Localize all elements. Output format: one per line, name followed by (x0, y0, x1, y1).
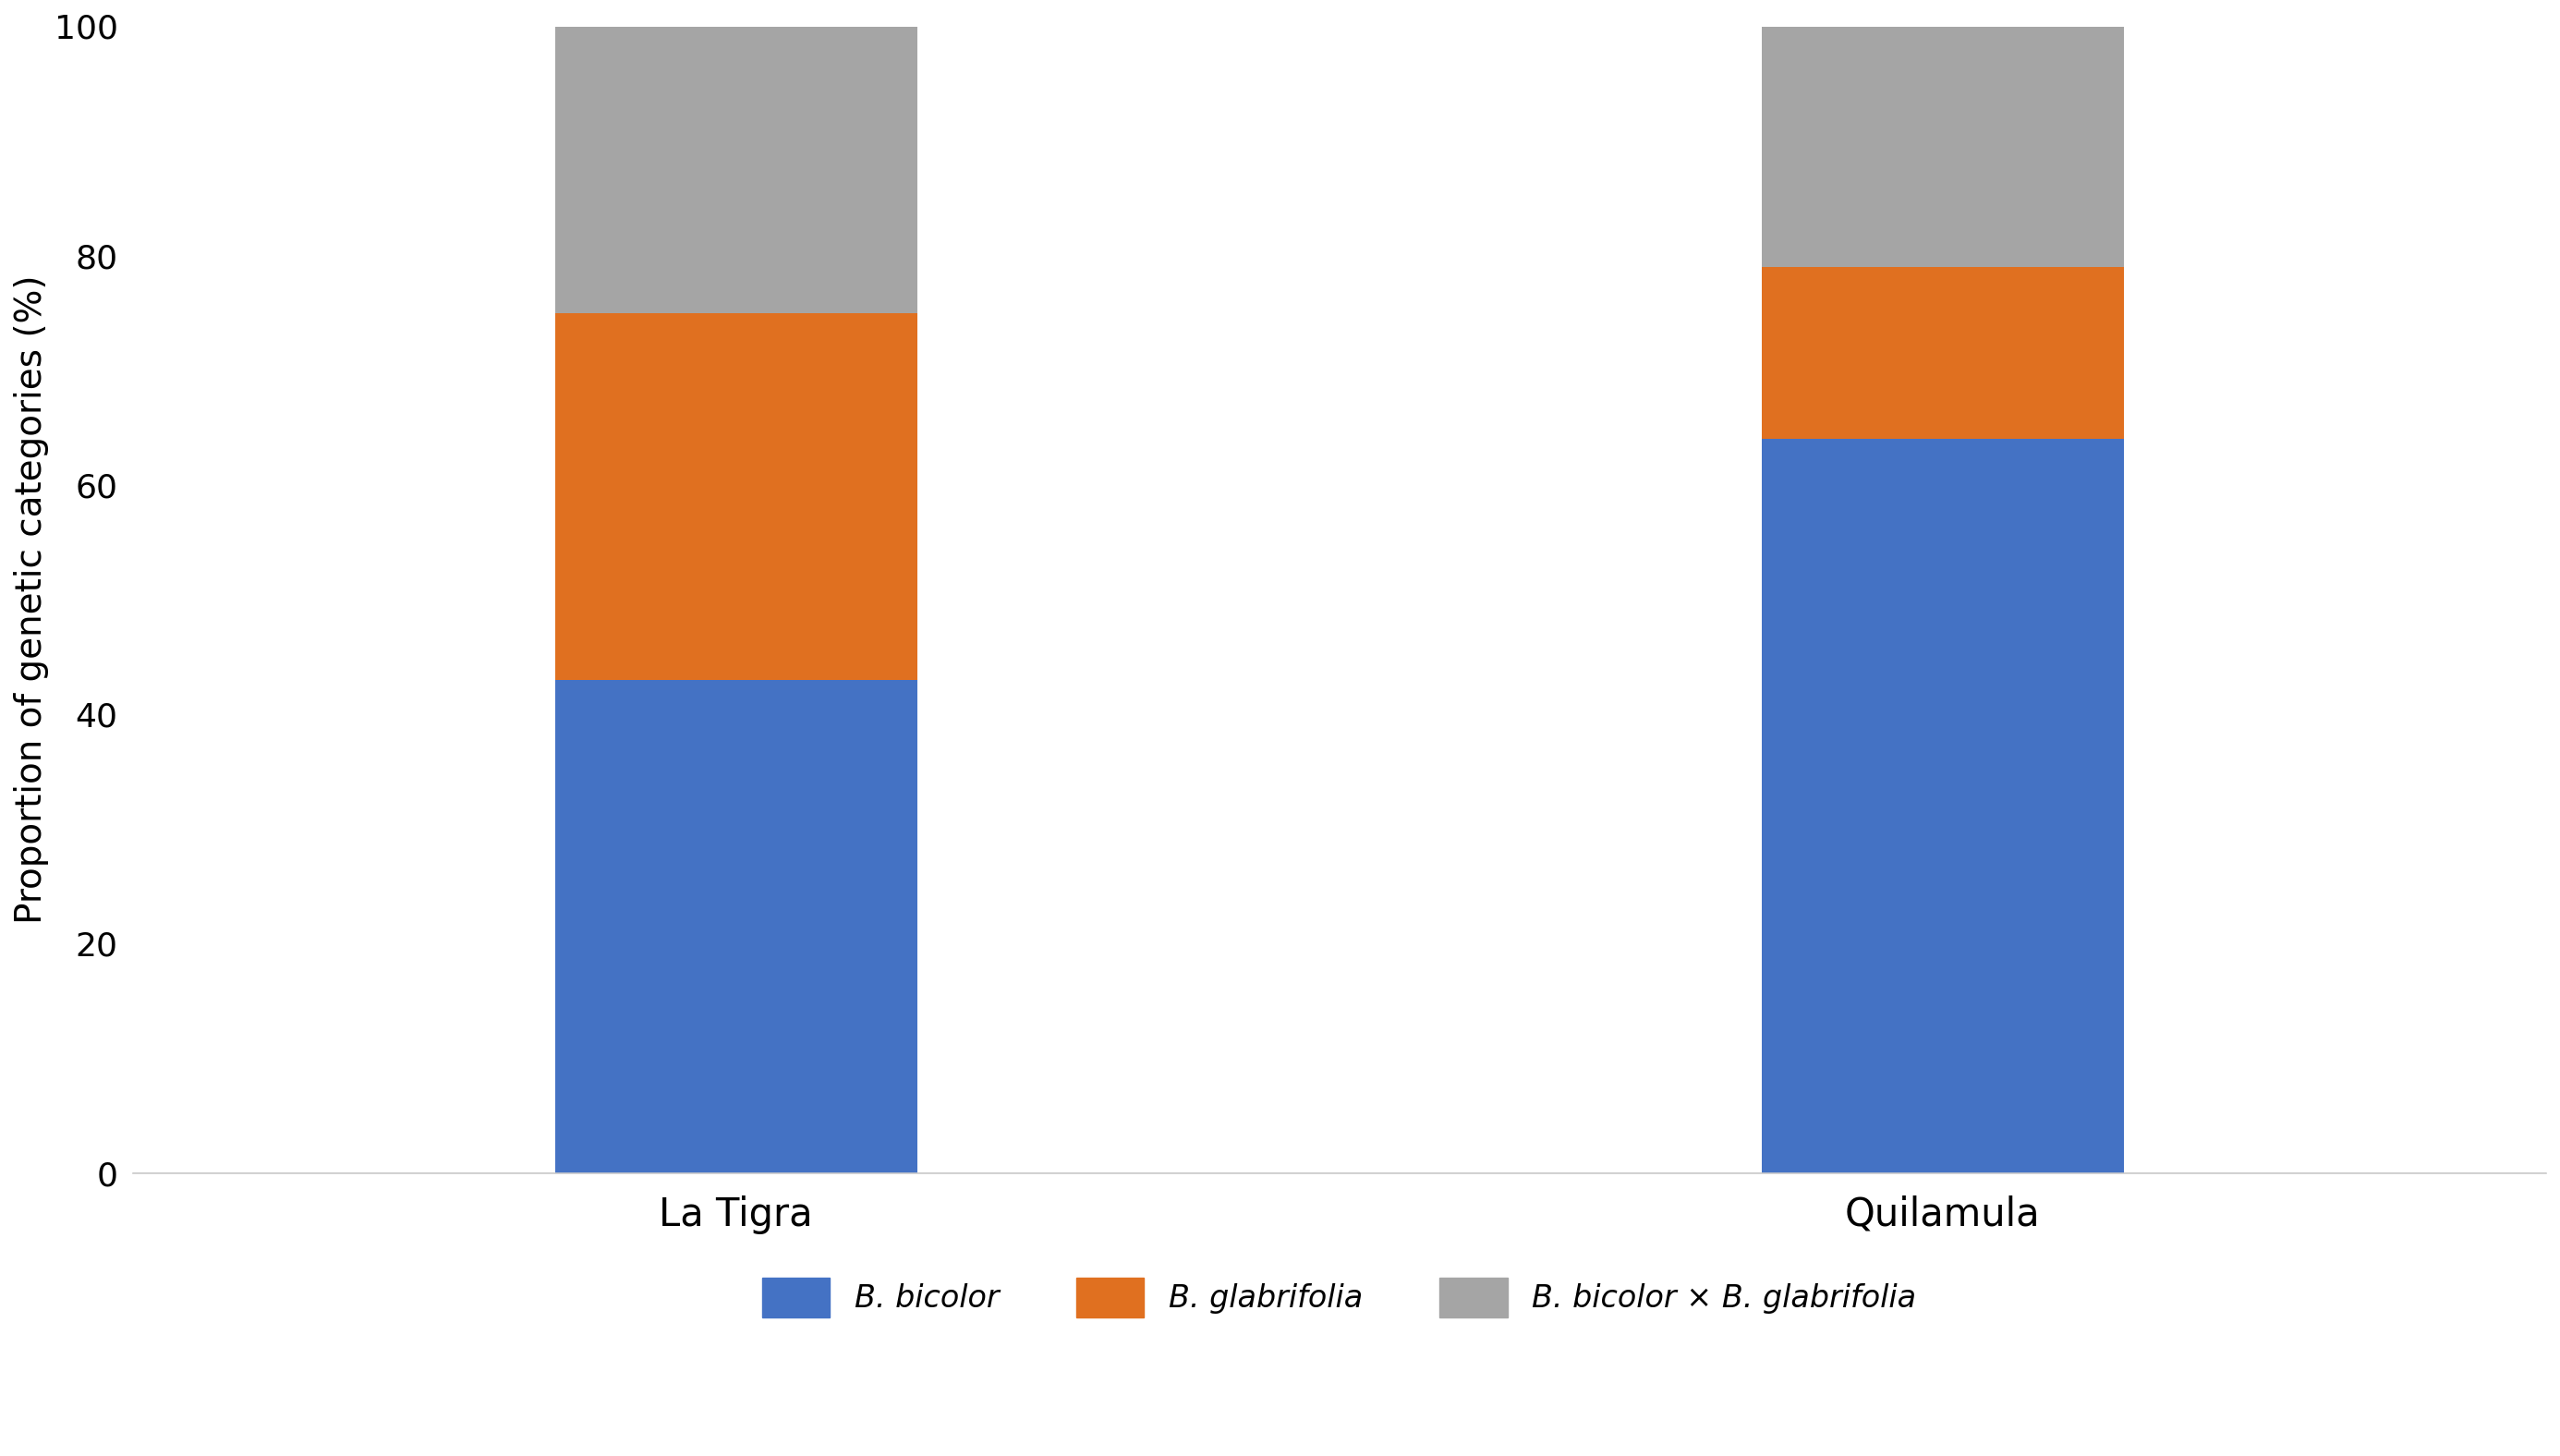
Bar (1761, 266, 2125, 440)
Bar (556, 26, 916, 313)
Bar (556, 313, 916, 680)
Legend: B. bicolor, B. glabrifolia, B. bicolor × B. glabrifolia: B. bicolor, B. glabrifolia, B. bicolor ×… (750, 1265, 1928, 1329)
Bar (1761, 26, 2125, 266)
Y-axis label: Proportion of genetic categories (%): Proportion of genetic categories (%) (13, 275, 49, 925)
Bar (556, 680, 916, 1174)
Bar (1761, 440, 2125, 1174)
